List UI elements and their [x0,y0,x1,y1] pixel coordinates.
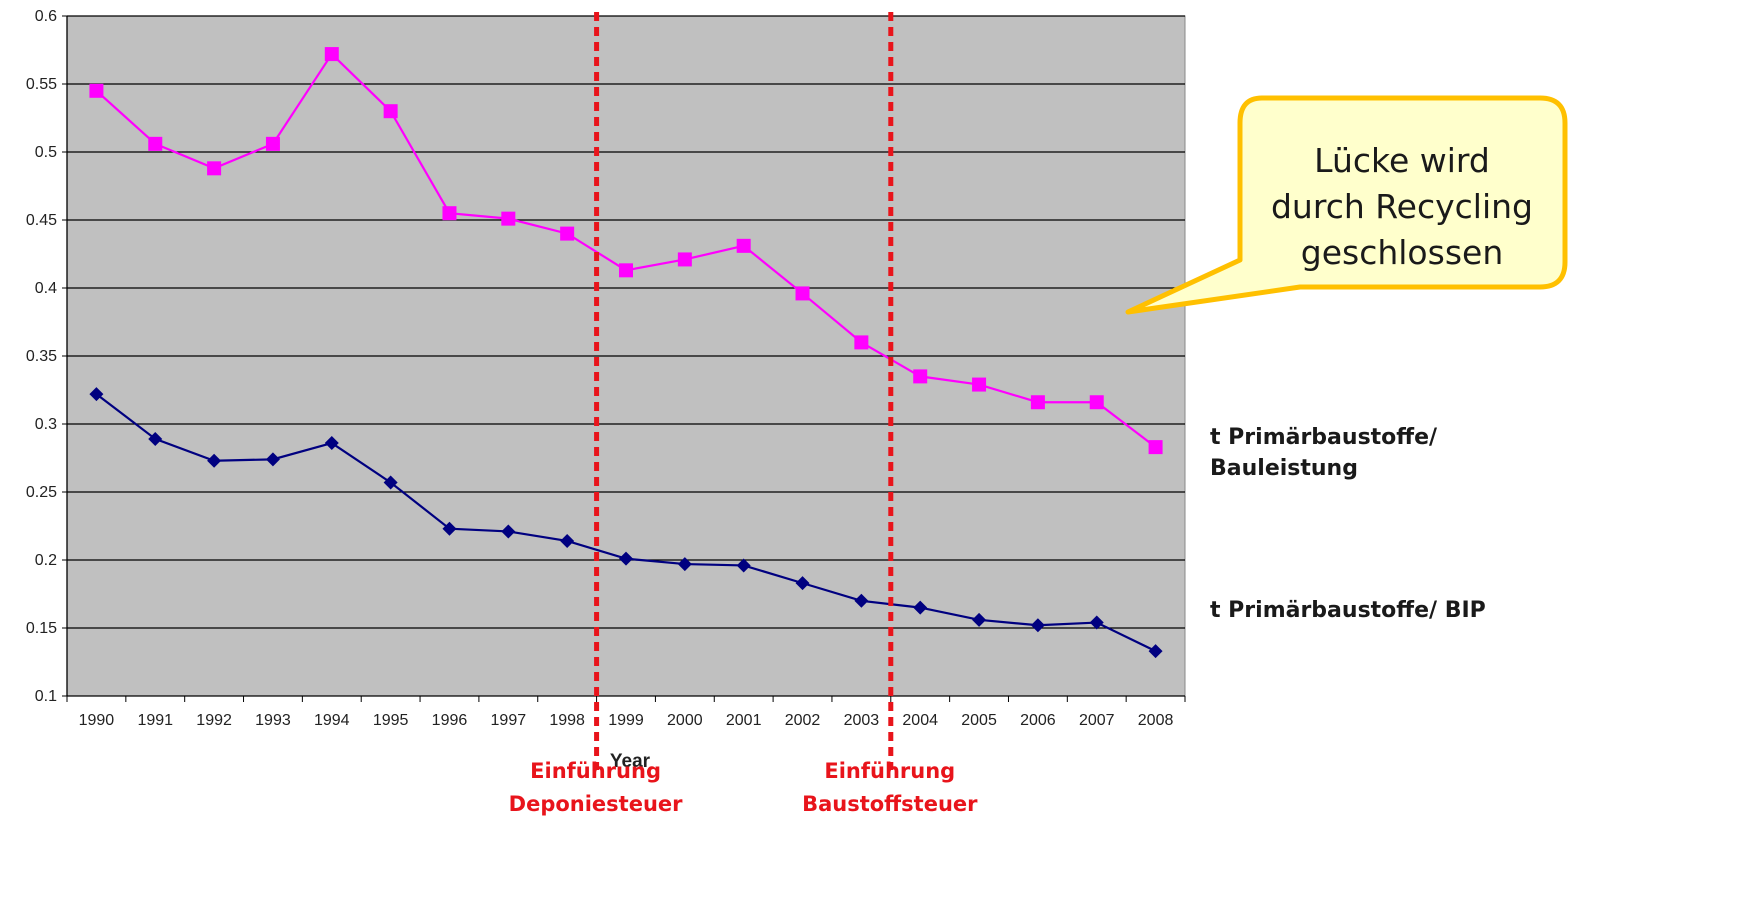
data-point [560,533,575,548]
event-markers: Einführung Deponiesteuer Einführung Baustof… [509,12,978,816]
data-point [265,136,280,151]
y-tick-label: 0.55 [26,76,57,93]
callout-line-2: durch Recycling [1271,187,1533,226]
y-tick-label: 0.15 [26,620,57,637]
data-point [972,377,987,392]
x-tick-label: 1991 [137,712,173,729]
data-point [442,206,457,221]
data-point [89,83,104,98]
callout-bubble: Lücke wird durch Recycling geschlossen [1125,95,1568,315]
data-point [1148,644,1163,659]
y-tick-label: 0.1 [35,688,57,705]
data-point [736,558,751,573]
x-tick-label: 2003 [844,712,880,729]
data-point [442,521,457,536]
event-label-line-2: Baustoffsteuer [802,792,978,816]
y-tick-label: 0.3 [35,416,57,433]
data-point [854,593,869,608]
x-tick-label: 1998 [549,712,585,729]
x-tick-label: 2002 [785,712,821,729]
data-point [1089,395,1104,410]
event-label-line-1: Einführung [530,759,661,783]
data-point [913,369,928,384]
x-tick-label: 2008 [1138,712,1174,729]
data-point [265,452,280,467]
data-point [501,524,516,539]
x-tick-label: 2005 [961,712,997,729]
data-point [677,557,692,572]
data-point [619,263,633,278]
data-point [207,453,222,468]
data-point [1030,618,1045,633]
y-tick-label: 0.6 [35,8,57,25]
x-tick-label: 1995 [373,712,409,729]
gridlines [66,15,1185,697]
data-point [736,238,751,253]
x-axis-ticks: 1990 1991 1992 1993 1994 1995 1996 1997 1998 1999… [66,696,1186,729]
y-axis-ticks: 0.1 0.15 0.2 0.25 0.3 0.35 0.4 0.45 0.5 0.55 0.6 [26,8,67,705]
y-tick-label: 0.2 [35,552,57,569]
series-layer [89,47,1163,659]
x-tick-label: 1994 [314,712,350,729]
data-point [324,436,339,451]
x-tick-label: 1990 [79,712,115,729]
callout-shape [1125,95,1568,315]
callout-line-3: geschlossen [1301,233,1503,272]
x-tick-label: 1992 [196,712,232,729]
event-label-line-1: Einführung [824,759,955,783]
data-point [619,551,633,566]
data-point [795,576,810,591]
data-point [1148,440,1163,455]
data-point [1030,395,1045,410]
data-point [854,335,869,350]
data-point [972,612,987,627]
series-label-bip: t Primärbaustoffe/ BIP [1210,595,1486,626]
y-tick-label: 0.5 [35,144,57,161]
data-point [560,226,575,241]
y-tick-label: 0.45 [26,212,57,229]
x-tick-label: 2006 [1020,712,1056,729]
x-axis-title: Year [610,751,651,772]
callout-line-1: Lücke wird [1314,141,1490,180]
x-tick-label: 1997 [491,712,527,729]
x-tick-label: 1993 [255,712,291,729]
data-point [795,286,810,301]
series-label-bauleistung-line-2: Bauleistung [1210,456,1358,481]
data-point [324,47,339,62]
series-label-bauleistung: t Primärbaustoffe/ Bauleistung [1210,422,1437,484]
data-point [207,161,222,176]
series-label-bauleistung-line-1: t Primärbaustoffe/ [1210,425,1438,450]
x-tick-label: 1999 [608,712,644,729]
data-point [501,211,516,226]
data-point [383,104,398,119]
y-tick-label: 0.25 [26,484,57,501]
data-point [913,600,928,615]
y-tick-label: 0.35 [26,348,57,365]
y-tick-label: 0.4 [35,280,57,297]
data-point [148,431,163,446]
data-point [383,475,398,490]
series-label-bip-text: t Primärbaustoffe/ BIP [1210,598,1486,623]
x-tick-label: 1996 [432,712,468,729]
x-tick-label: 2001 [726,712,762,729]
event-label-line-2: Deponiesteuer [509,792,683,816]
data-point [89,387,104,402]
data-point [148,136,163,151]
x-tick-label: 2000 [667,712,703,729]
data-point [677,252,692,267]
x-tick-label: 2007 [1079,712,1115,729]
data-point [1089,615,1104,630]
x-tick-label: 2004 [902,712,938,729]
